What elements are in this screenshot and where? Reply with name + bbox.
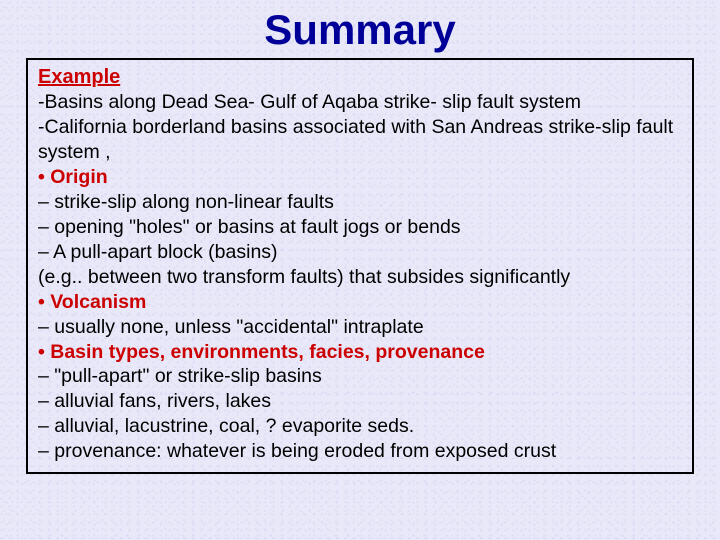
origin-line: – A pull-apart block (basins) bbox=[38, 240, 682, 265]
example-line: -Basins along Dead Sea- Gulf of Aqaba st… bbox=[38, 90, 682, 115]
example-header: Example bbox=[38, 64, 682, 90]
basin-line: – alluvial, lacustrine, coal, ? evaporit… bbox=[38, 414, 682, 439]
origin-line: (e.g.. between two transform faults) tha… bbox=[38, 265, 682, 290]
basin-line: – "pull-apart" or strike-slip basins bbox=[38, 364, 682, 389]
origin-line: – opening "holes" or basins at fault jog… bbox=[38, 215, 682, 240]
example-line: -California borderland basins associated… bbox=[38, 115, 682, 165]
volcanism-line: – usually none, unless "accidental" intr… bbox=[38, 315, 682, 340]
bullet-origin: • Origin bbox=[38, 165, 682, 190]
content-box: Example -Basins along Dead Sea- Gulf of … bbox=[26, 58, 694, 474]
bullet-volcanism: • Volcanism bbox=[38, 290, 682, 315]
page-title: Summary bbox=[0, 0, 720, 58]
basin-line: – provenance: whatever is being eroded f… bbox=[38, 439, 682, 464]
origin-line: – strike-slip along non-linear faults bbox=[38, 190, 682, 215]
basin-line: – alluvial fans, rivers, lakes bbox=[38, 389, 682, 414]
bullet-basin-types: • Basin types, environments, facies, pro… bbox=[38, 340, 682, 365]
